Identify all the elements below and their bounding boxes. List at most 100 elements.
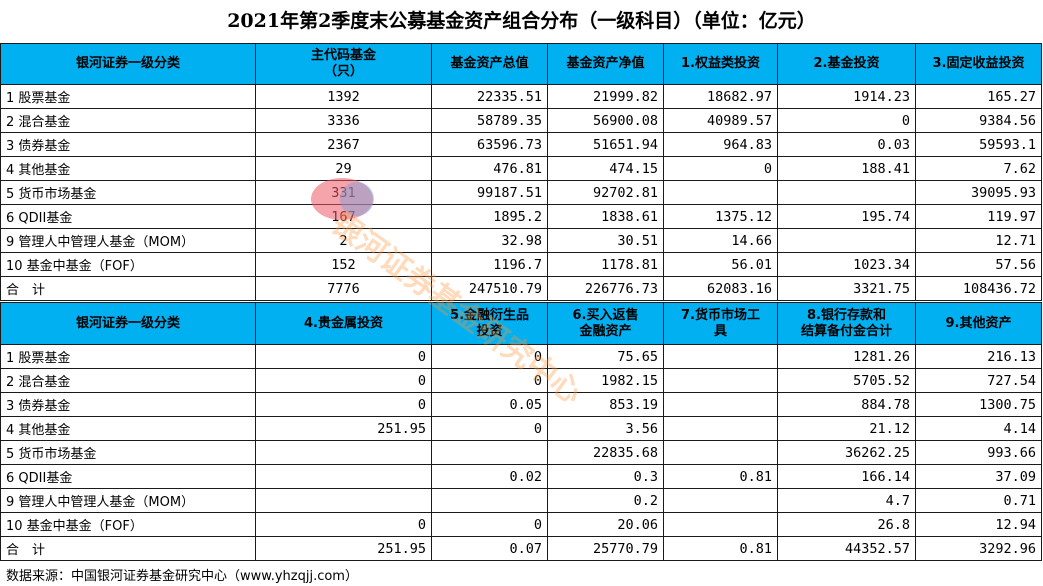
value-cell: 0.07: [431, 536, 548, 561]
table1-row-8: 合 计 7776 247510.79 226776.73 62083.16 3321.75…: [0, 276, 1042, 301]
category-cell: 6 QDII基金: [0, 464, 256, 489]
value-cell: 0: [431, 416, 548, 441]
value-cell: 0.02: [431, 464, 548, 489]
value-cell: 0: [663, 156, 778, 181]
value-cell: 99187.51: [431, 180, 548, 205]
value-cell: [663, 180, 778, 205]
category-cell: 10 基金中基金（FOF）: [0, 252, 256, 277]
value-cell: 0: [255, 392, 432, 417]
value-cell: 1982.15: [547, 368, 664, 393]
category-cell: 1 股票基金: [0, 84, 256, 109]
value-cell: 57.56: [915, 252, 1042, 277]
asset-table-1: 银河证券一级分类 主代码基金 （只） 基金资产总值 基金资产净值 1.权益类投资 2.基金…: [0, 43, 1042, 301]
value-cell: 4.7: [777, 488, 916, 513]
category-cell: 9 管理人中管理人基金（MOM）: [0, 228, 256, 253]
value-cell: 3321.75: [777, 276, 916, 301]
table2-header-6: 9.其他资产: [915, 302, 1042, 345]
value-cell: 44352.57: [777, 536, 916, 561]
value-cell: [777, 180, 916, 205]
value-cell: 26.8: [777, 512, 916, 537]
value-cell: 1914.23: [777, 84, 916, 109]
category-cell: 2 混合基金: [0, 108, 256, 133]
value-cell: [663, 344, 778, 369]
value-cell: 20.06: [547, 512, 664, 537]
value-cell: 22835.68: [547, 440, 664, 465]
value-cell: 36262.25: [777, 440, 916, 465]
value-cell: 59593.1: [915, 132, 1042, 157]
value-cell: 119.97: [915, 204, 1042, 229]
value-cell: 7776: [255, 276, 432, 301]
table2-header-0: 银河证券一级分类: [0, 302, 256, 345]
value-cell: 0.81: [663, 536, 778, 561]
table1-header-0: 银河证券一级分类: [0, 43, 256, 85]
table1-row-7: 10 基金中基金（FOF） 152 1196.7 1178.81 56.01 1023.3…: [0, 252, 1042, 277]
value-cell: 166.14: [777, 464, 916, 489]
value-cell: 0: [777, 108, 916, 133]
table1-row-0: 1 股票基金 1392 22335.51 21999.82 18682.97 1914.2…: [0, 84, 1042, 109]
category-cell: 5 货币市场基金: [0, 180, 256, 205]
value-cell: 0.3: [547, 464, 664, 489]
category-cell: 10 基金中基金（FOF）: [0, 512, 256, 537]
table2-row-6: 9 管理人中管理人基金（MOM） 0.2 4.7 0.71: [0, 488, 1042, 513]
table1-row-3: 4 其他基金 29 476.81 474.15 0 188.41 7.62: [0, 156, 1042, 181]
value-cell: 25770.79: [547, 536, 664, 561]
value-cell: 331: [255, 180, 432, 205]
table1-row-1: 2 混合基金 3336 58789.35 56900.08 40989.57 0 9384.…: [0, 108, 1042, 133]
category-cell: 4 其他基金: [0, 416, 256, 441]
value-cell: 0: [431, 512, 548, 537]
category-cell: 2 混合基金: [0, 368, 256, 393]
value-cell: 251.95: [255, 536, 432, 561]
table2-header-1: 4.贵金属投资: [255, 302, 432, 345]
value-cell: [255, 440, 432, 465]
table2-row-1: 2 混合基金 0 0 1982.15 5705.52 727.54: [0, 368, 1042, 393]
value-cell: [431, 488, 548, 513]
table2-row-4: 5 货币市场基金 22835.68 36262.25 993.66: [0, 440, 1042, 465]
table1-header-1: 主代码基金 （只）: [255, 43, 432, 85]
value-cell: [663, 488, 778, 513]
table2-row-2: 3 债券基金 0 0.05 853.19 884.78 1300.75: [0, 392, 1042, 417]
category-cell: 1 股票基金: [0, 344, 256, 369]
value-cell: 853.19: [547, 392, 664, 417]
value-cell: 7.62: [915, 156, 1042, 181]
table2-header-5: 8.银行存款和 结算备付金合计: [777, 302, 916, 345]
asset-table-2: 银河证券一级分类 4.贵金属投资 5.金融衍生品 投资 6.买入返售 金融资产 7.货币…: [0, 302, 1042, 561]
value-cell: 22335.51: [431, 84, 548, 109]
table1-row-5: 6 QDII基金 167 1895.2 1838.61 1375.12 195.74 119…: [0, 204, 1042, 229]
table1-header-4: 1.权益类投资: [663, 43, 778, 85]
value-cell: [663, 416, 778, 441]
table2-body: 1 股票基金 0 0 75.65 1281.26 216.13 2 混合基金 0 0 1982.1…: [0, 344, 1042, 561]
value-cell: 152: [255, 252, 432, 277]
value-cell: [663, 392, 778, 417]
value-cell: 58789.35: [431, 108, 548, 133]
table1-header-2: 基金资产总值: [431, 43, 548, 85]
value-cell: 1838.61: [547, 204, 664, 229]
value-cell: 0.03: [777, 132, 916, 157]
value-cell: [255, 464, 432, 489]
table1-header-3: 基金资产净值: [547, 43, 664, 85]
value-cell: 56.01: [663, 252, 778, 277]
category-cell: 6 QDII基金: [0, 204, 256, 229]
value-cell: 1023.34: [777, 252, 916, 277]
value-cell: 167: [255, 204, 432, 229]
value-cell: 1196.7: [431, 252, 548, 277]
value-cell: 474.15: [547, 156, 664, 181]
table1-body: 1 股票基金 1392 22335.51 21999.82 18682.97 1914.2…: [0, 84, 1042, 301]
category-cell: 合 计: [0, 276, 256, 301]
table1-header-row: 银河证券一级分类 主代码基金 （只） 基金资产总值 基金资产净值 1.权益类投资 2.基金…: [0, 43, 1042, 85]
value-cell: 62083.16: [663, 276, 778, 301]
value-cell: [663, 440, 778, 465]
value-cell: 12.94: [915, 512, 1042, 537]
value-cell: 0.05: [431, 392, 548, 417]
table2-header-2: 5.金融衍生品 投资: [431, 302, 548, 345]
value-cell: 0.71: [915, 488, 1042, 513]
table2-header-4: 7.货币市场工 具: [663, 302, 778, 345]
value-cell: 3336: [255, 108, 432, 133]
value-cell: 40989.57: [663, 108, 778, 133]
value-cell: 21999.82: [547, 84, 664, 109]
category-cell: 3 债券基金: [0, 392, 256, 417]
value-cell: 18682.97: [663, 84, 778, 109]
page-title: 2021年第2季度末公募基金资产组合分布（一级科目）（单位：亿元）: [227, 10, 816, 32]
value-cell: 3.56: [547, 416, 664, 441]
value-cell: 0: [255, 344, 432, 369]
value-cell: 21.12: [777, 416, 916, 441]
